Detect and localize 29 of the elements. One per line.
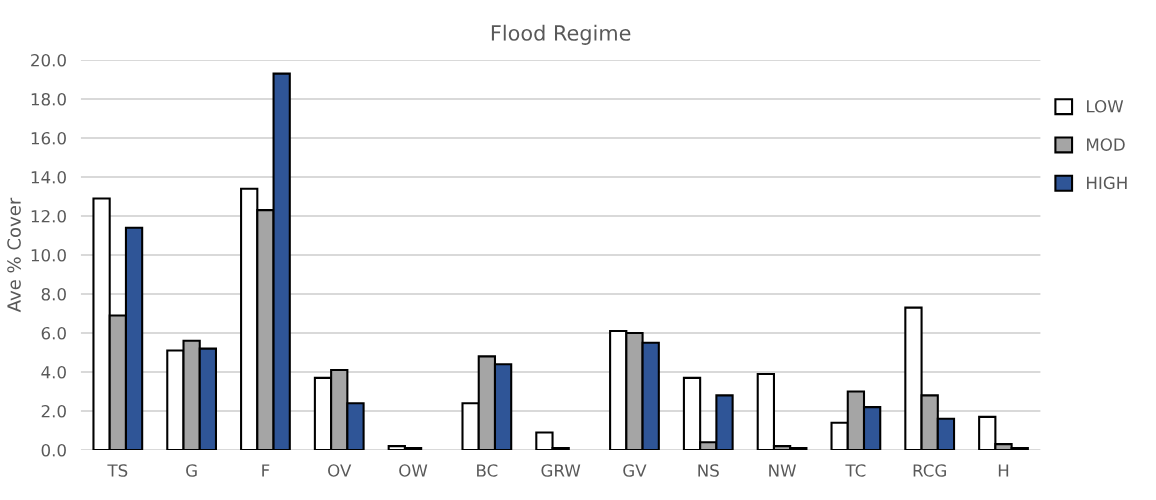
x-tick-label: OV <box>328 464 352 477</box>
x-tick-label: NW <box>769 464 797 477</box>
x-tick-label: TS <box>107 464 128 477</box>
chart-title: Flood Regime <box>491 24 631 45</box>
y-tick-label: 4.0 <box>41 365 66 379</box>
x-tick-label: H <box>998 464 1009 477</box>
x-tick-label: F <box>262 464 270 477</box>
y-tick-label: 14.0 <box>31 170 66 184</box>
y-tick-label: 2.0 <box>41 404 66 418</box>
legend-label: LOW <box>1087 99 1124 113</box>
x-tick-label: GRW <box>541 464 581 477</box>
x-tick-label: RCG <box>913 464 946 477</box>
y-tick-label: 8.0 <box>41 287 66 301</box>
legend-label: HIGH <box>1087 176 1127 190</box>
y-tick-label: 20.0 <box>31 53 66 67</box>
legend-label: MOD <box>1087 138 1125 151</box>
y-tick-label: 0.0 <box>41 443 66 457</box>
y-tick-label: 16.0 <box>31 131 66 145</box>
y-tick-label: 12.0 <box>31 209 66 223</box>
y-tick-label: 18.0 <box>31 92 66 106</box>
x-tick-label: NS <box>698 464 719 477</box>
y-tick-label: 6.0 <box>41 326 66 340</box>
x-tick-label: TC <box>845 464 866 477</box>
x-tick-label: G <box>186 464 197 477</box>
x-tick-label: OW <box>399 464 428 477</box>
x-tick-label: BC <box>477 464 498 477</box>
y-axis-title: Ave % Cover <box>7 197 21 313</box>
x-tick-label: GV <box>623 464 647 477</box>
y-tick-label: 10.0 <box>31 248 66 262</box>
